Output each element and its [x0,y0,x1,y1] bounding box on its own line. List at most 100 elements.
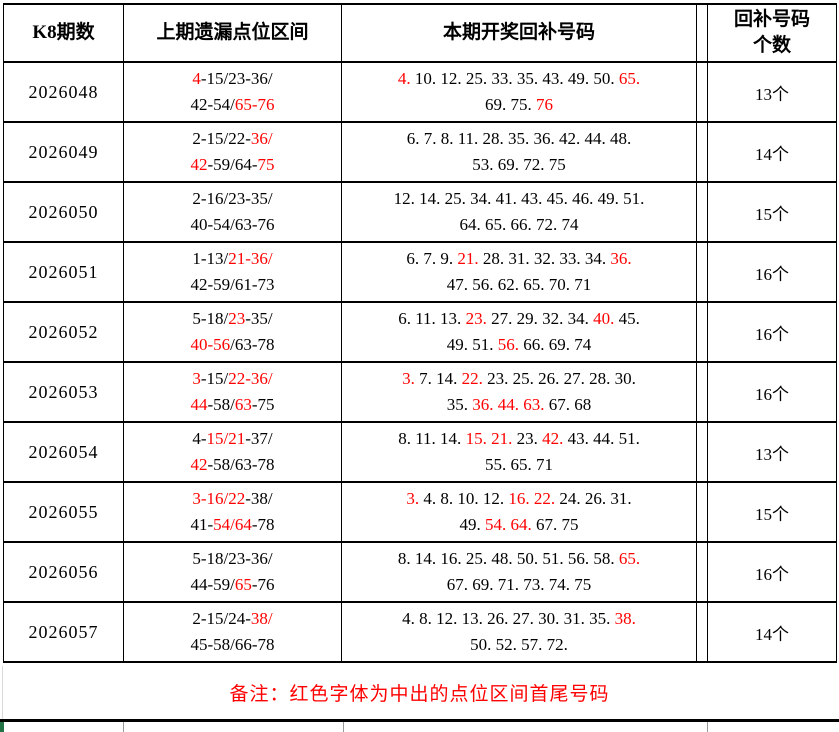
value: -59/64- [207,155,258,174]
range-cell: 3-16/22-38/41-54/64-78 [123,481,342,543]
table-row: 2026051 1-13/21-36/42-59/61-73 6. 7. 9. 21… [3,241,837,303]
value: 6. 7. 9. [406,249,458,268]
count-cell: 14个 [707,601,837,663]
table-header: K8期数 上期遗漏点位区间 本期开奖回补号码 回补号码 个数 [3,3,837,63]
header-count: 回补号码 个数 [707,3,837,63]
table-row: 2026049 2-15/22-36/42-59/64-75 6. 7. 8. 11… [3,121,837,183]
header-period: K8期数 [3,3,124,63]
value: 4. 8. 10. 12. [419,489,509,508]
cell-line: 45-58/66-78 [125,632,341,658]
spacer-cell [696,61,708,123]
numbers-cell: 6. 11. 13. 23. 27. 29. 32. 34. 40. 45. 49… [341,301,697,363]
count-cell: 13个 [707,421,837,483]
value: 27. 29. 32. 34. [486,309,594,328]
cell-line: 12. 14. 25. 34. 41. 43. 45. 46. 49. 51. [343,186,696,212]
cell-line: 1-13/21-36/ [125,246,341,272]
cell-line: 4. 10. 12. 25. 33. 35. 43. 49. 50. 65. [343,66,696,92]
hit-value: 44 [190,395,208,414]
value: 1-13/ [192,249,229,268]
table-row: 2026053 3-15/22-36/44-58/63-75 3. 7. 14. 2… [3,361,837,423]
value: 50. 52. 57. 72. [470,635,568,654]
footer-note-text: 备注：红色字体为中出的点位区间首尾号码 [229,684,610,705]
count-cell: 16个 [707,541,837,603]
spacer-cell [696,421,708,483]
hit-value: 65 [234,575,252,594]
value: -76 [251,575,275,594]
value: 45. [614,309,640,328]
value: 55. 65. 71 [485,455,553,474]
table-bottom-border [0,719,839,722]
hit-value: 36. 44. 63. [472,395,545,414]
hit-value: 22-36/ [228,369,273,388]
cell-line: 69. 75. 76 [343,92,696,118]
cell-line: 5-18/23-35/ [125,306,341,332]
spacer-cell [696,541,708,603]
k8-table: K8期数 上期遗漏点位区间 本期开奖回补号码 回补号码 个数 2026048 4-… [3,3,837,663]
cell-line: 41-54/64-78 [125,512,341,538]
cell-line: 44-59/65-76 [125,572,341,598]
period-cell: 2026053 [3,361,124,423]
count-cell: 15个 [707,181,837,243]
value: 28. 31. 32. 33. 34. [478,249,611,268]
value: 10. 12. 25. 33. 35. 43. 49. 50. [410,69,619,88]
table-row: 2026057 2-15/24-38/45-58/66-78 4. 8. 12. 1… [3,601,837,663]
cell-line: 4-15/23-36/ [125,66,341,92]
cell-line: 5-18/23-36/ [125,546,341,572]
spacer-cell [696,181,708,243]
cell-line: 6. 11. 13. 23. 27. 29. 32. 34. 40. 45. [343,306,696,332]
value: 35. [446,395,473,414]
value: 41- [190,515,214,534]
footer-note: 备注：红色字体为中出的点位区间首尾号码 [3,666,836,719]
value: 42-59/61-73 [190,275,275,294]
value: 66. 69. 74 [519,335,592,354]
period-cell: 2026057 [3,601,124,663]
gridline-left [2,666,3,719]
value: 53. 69. 72. 75 [472,155,566,174]
spacer-cell [696,121,708,183]
value: -15/ [200,369,229,388]
cell-line: 2-15/22-36/ [125,126,341,152]
value: -37/ [245,429,273,448]
cell-line: 40-54/63-76 [125,212,341,238]
count-cell: 16个 [707,301,837,363]
cell-line: 47. 56. 62. 65. 70. 71 [343,272,696,298]
cell-line: 2-15/24-38/ [125,606,341,632]
hit-value: 21. [457,249,479,268]
count-cell: 16个 [707,361,837,423]
hit-value: 38/ [250,609,273,628]
value: -58/ [207,395,235,414]
value: 67. 75 [531,515,579,534]
selection-mark [0,722,4,732]
value: 4- [192,429,207,448]
gridline-col2 [343,722,344,732]
spacer-cell [696,301,708,363]
period-cell: 2026051 [3,241,124,303]
period-cell: 2026052 [3,301,124,363]
value: 49. 51. [446,335,498,354]
gridline-col1 [123,722,124,732]
value: 8. 14. 16. 25. 48. 50. 51. 56. 58. [397,549,619,568]
hit-value: 36/ [250,129,273,148]
range-cell: 3-15/22-36/44-58/63-75 [123,361,342,423]
hit-value: 23. [465,309,487,328]
cell-line: 4-15/21-37/ [125,426,341,452]
cell-line: 50. 52. 57. 72. [343,632,696,658]
hit-value: 76 [536,95,553,114]
cell-line: 55. 65. 71 [343,452,696,478]
count-cell: 13个 [707,61,837,123]
cell-line: 49. 54. 64. 67. 75 [343,512,696,538]
hit-value: 42. [542,429,564,448]
value: 23. [512,429,543,448]
header-spacer [696,3,708,63]
hit-value: 3. [402,369,415,388]
next-row-strip [0,722,839,732]
value: 40-54/63-76 [190,215,275,234]
period-cell: 2026049 [3,121,124,183]
hit-value: 36. [610,249,632,268]
value: 49. [459,515,485,534]
value: -75 [251,395,275,414]
table-row: 2026048 4-15/23-36/42-54/65-76 4. 10. 12. … [3,61,837,123]
range-cell: 2-15/24-38/45-58/66-78 [123,601,342,663]
cell-line: 49. 51. 56. 66. 69. 74 [343,332,696,358]
